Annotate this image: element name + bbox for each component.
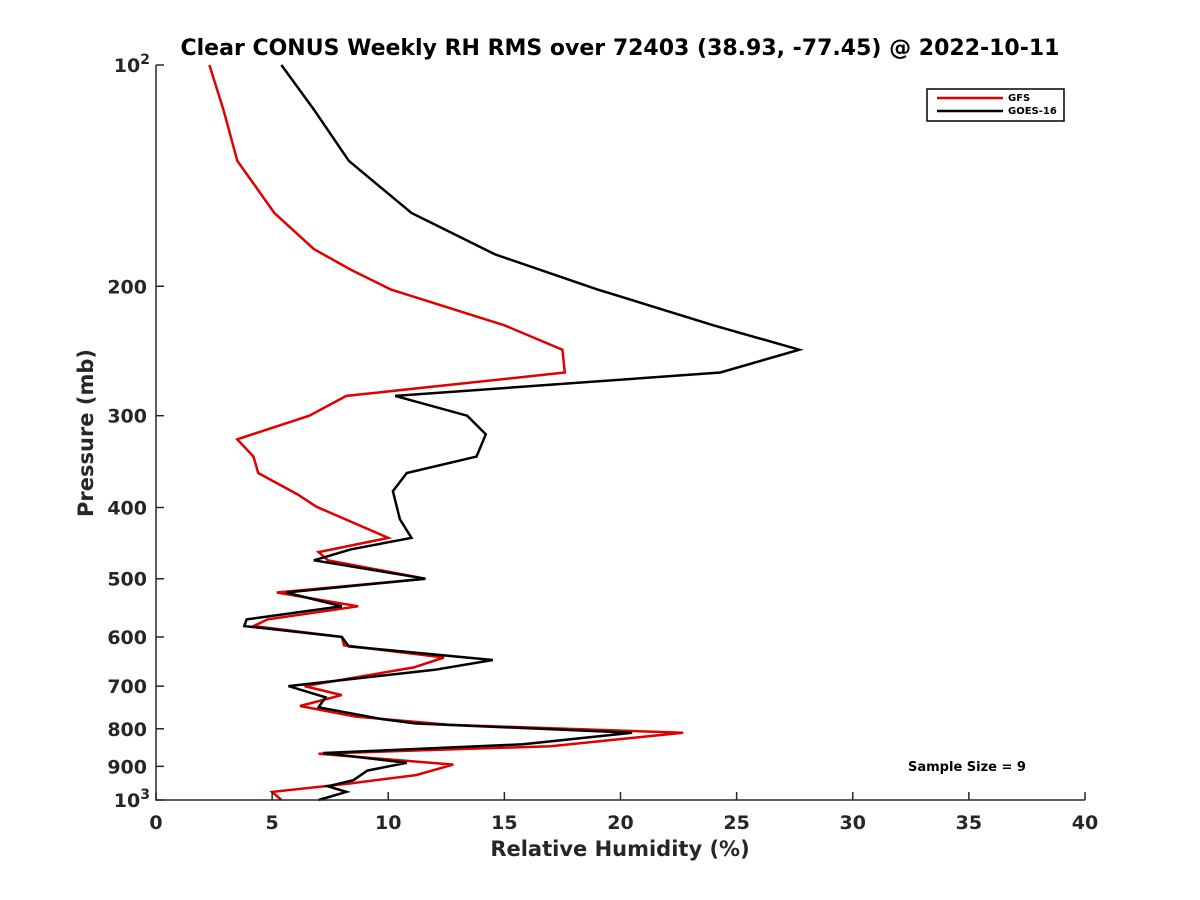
x-tick-label: 30 [840,812,866,834]
y-tick-label: 900 [107,756,147,778]
legend-label-gfs: GFS [1008,93,1030,104]
sample-size-annotation: Sample Size = 9 [908,760,1026,775]
x-tick-label: 10 [375,812,401,834]
x-axis-title: Relative Humidity (%) [490,837,749,861]
y-tick-label: 700 [107,676,147,698]
series-line-goes-16 [242,64,804,802]
x-tick-label: 5 [266,812,279,834]
chart-title: Clear CONUS Weekly RH RMS over 72403 (38… [181,36,1060,61]
x-axis-ticks: 0 5 10 15 20 25 30 35 40 [149,792,1098,834]
legend: GFS GOES-16 [926,88,1065,122]
x-tick-label: 25 [723,812,749,834]
y-tick-label: 800 [107,719,147,741]
series-group [208,64,804,802]
x-tick-label: 15 [491,812,517,834]
y-tick-label: 600 [107,627,147,649]
y-tick-label: 400 [107,498,147,520]
y-axis-ticks: 102 200 300 400 500 600 700 800 900 103 [107,52,164,812]
legend-label-goes-16: GOES-16 [1008,106,1057,117]
y-tick-label: 103 [114,787,150,812]
x-tick-label: 20 [607,812,633,834]
y-tick-label: 102 [114,52,150,77]
legend-box [926,88,1065,122]
y-axis-title: Pressure (mb) [74,349,98,517]
x-tick-label: 35 [956,812,982,834]
y-tick-label: 200 [107,276,147,298]
y-tick-label: 300 [107,406,147,428]
y-tick-label: 500 [107,569,147,591]
x-tick-label: 40 [1072,812,1098,834]
x-tick-label: 0 [149,812,162,834]
